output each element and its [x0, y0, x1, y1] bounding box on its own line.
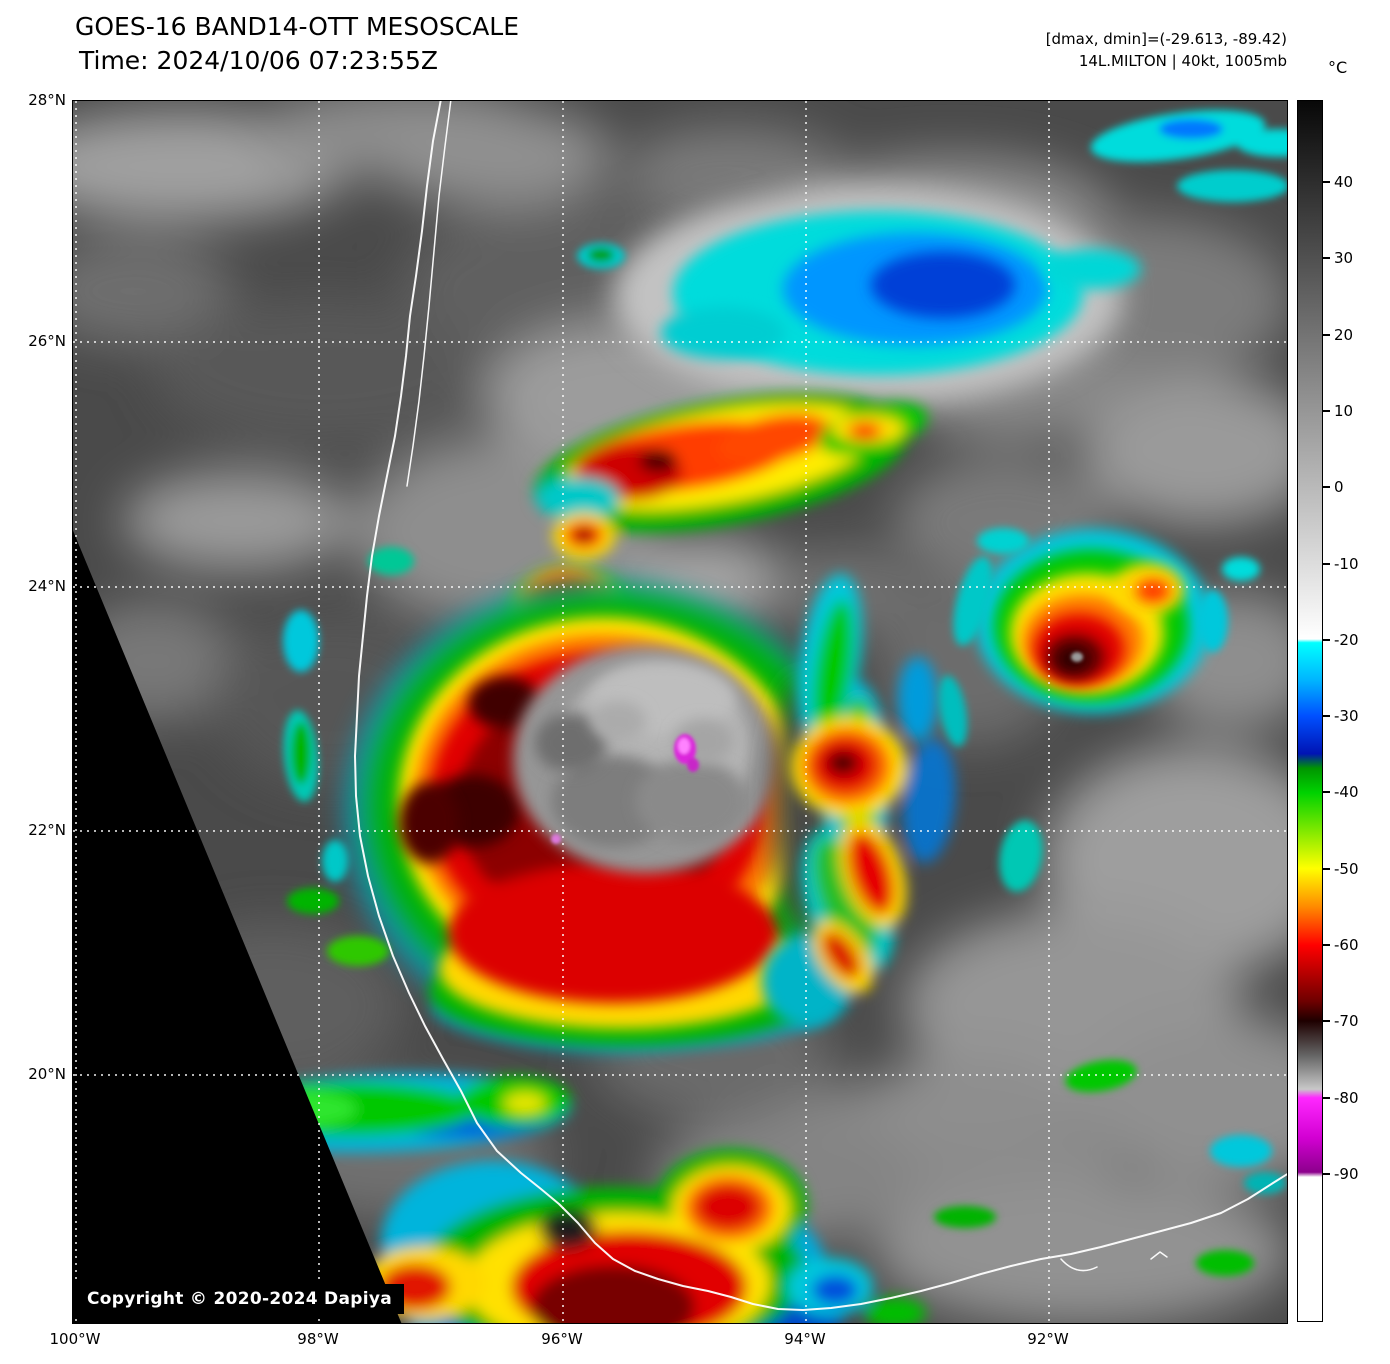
coastline	[354, 101, 1287, 1311]
colorbar-tickmark	[1323, 180, 1330, 183]
colorbar-tickmark	[1323, 562, 1330, 565]
colorbar-tick-label: 40	[1334, 172, 1354, 191]
latitude-label: 22°N	[28, 821, 66, 839]
off-earth-region	[73, 530, 402, 1323]
colorbar-tick-label: -70	[1334, 1012, 1359, 1031]
copyright-label: Copyright © 2020-2024 Dapiya	[75, 1284, 404, 1314]
colorbar-tickmark	[1323, 333, 1330, 336]
colorbar-tickmark	[1323, 1172, 1330, 1175]
colorbar-unit-label: °C	[1328, 58, 1348, 77]
colorbar-tick-label: -80	[1334, 1088, 1359, 1107]
cold-cloud-mass-north	[613, 186, 1141, 406]
colorbar-tickmark	[1323, 944, 1330, 946]
colorbar-tick-label: 10	[1334, 401, 1354, 420]
colorbar-tick-label: 20	[1334, 325, 1354, 344]
colorbar-tick-label: 0	[1334, 478, 1344, 497]
storm-milton	[346, 583, 856, 1051]
storm-info: 14L.MILTON | 40kt, 1005mb	[1078, 52, 1287, 70]
colorbar-tickmark	[1323, 257, 1330, 260]
satellite-map: Copyright © 2020-2024 Dapiya	[72, 100, 1288, 1324]
colorbar-tick-label: -40	[1334, 783, 1359, 802]
small-cells-west	[283, 547, 414, 966]
scattered-cold-cells-southeast	[934, 820, 1286, 1276]
eastern-spiral-band	[762, 573, 956, 1027]
colorbar-tickmark	[1323, 409, 1330, 412]
dmax-dmin-readout: [dmax, dmin]=(-29.613, -89.42)	[1045, 30, 1287, 48]
colorbar-tickmark	[1323, 715, 1330, 718]
southern-convection	[363, 1149, 926, 1323]
longitude-label: 94°W	[784, 1330, 826, 1348]
colorbar-tick-label: -30	[1334, 707, 1359, 726]
longitude-label: 92°W	[1027, 1330, 1069, 1348]
latitude-label: 20°N	[28, 1065, 66, 1083]
secondary-storm-cell	[938, 528, 1260, 747]
colorbar-tickmark	[1323, 1096, 1330, 1099]
colorbar-tickmark	[1323, 1020, 1330, 1023]
longitude-label: 100°W	[49, 1330, 101, 1348]
colorbar-tick-label: -90	[1334, 1164, 1359, 1183]
colorbar-tick-label: -10	[1334, 554, 1359, 573]
colorbar-tickmark	[1323, 791, 1330, 794]
colorbar-tickmark	[1323, 638, 1330, 641]
longitude-label: 96°W	[541, 1330, 583, 1348]
colorbar-tick-label: 30	[1334, 249, 1354, 268]
colorbar-tick-label: -50	[1334, 859, 1359, 878]
overshooting-top-magenta	[551, 734, 699, 844]
colorbar-tickmark	[1323, 867, 1330, 870]
figure-time: Time: 2024/10/06 07:23:55Z	[79, 46, 438, 75]
figure-title: GOES-16 BAND14-OTT MESOSCALE	[75, 12, 520, 41]
colorbar-tickmark	[1323, 486, 1330, 489]
latitude-label: 26°N	[28, 332, 66, 350]
colorbar-tick-label: -20	[1334, 630, 1359, 649]
latitude-label: 24°N	[28, 577, 66, 595]
latitude-label: 28°N	[28, 91, 66, 109]
colorbar-tick-label: -60	[1334, 936, 1359, 954]
cirrus-streaks-northeast	[577, 110, 1287, 269]
longitude-label: 98°W	[297, 1330, 339, 1348]
colorbar-gradient	[1297, 100, 1323, 1322]
satellite-image	[73, 101, 1287, 1323]
graticule	[73, 101, 1287, 1323]
